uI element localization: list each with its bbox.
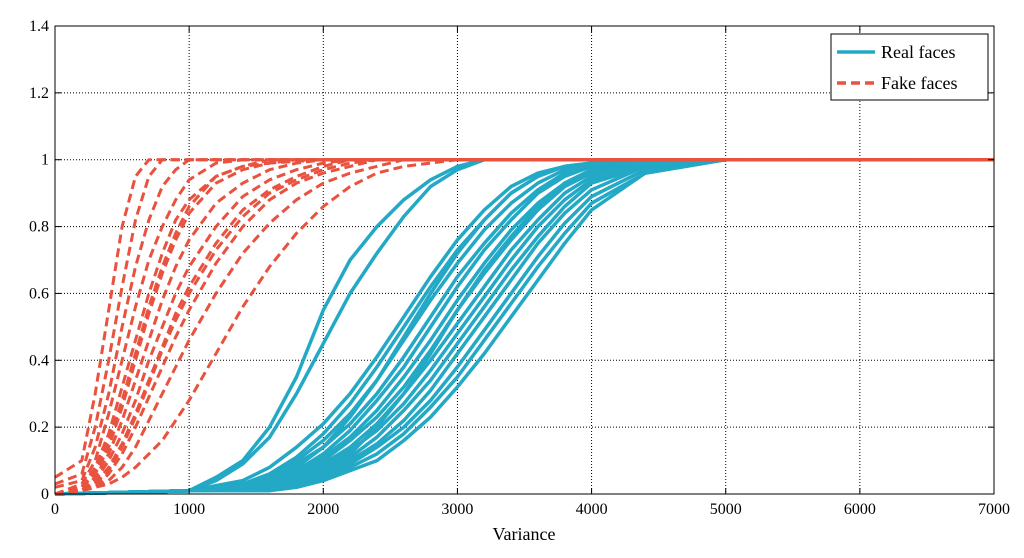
real-faces-series-line-17 bbox=[54, 157, 994, 496]
fake-faces-series-line-9 bbox=[54, 158, 994, 496]
fake-faces-series-line-6 bbox=[54, 158, 994, 496]
x-tick-label: 4000 bbox=[576, 501, 608, 518]
legend-box bbox=[830, 33, 989, 101]
y-tick-label: 0.4 bbox=[29, 352, 49, 369]
fake-faces-series-line-2 bbox=[54, 158, 994, 486]
x-tick-label: 2000 bbox=[307, 501, 339, 518]
real-faces-series-group bbox=[54, 157, 994, 496]
fake-faces-series-line-13 bbox=[54, 158, 994, 496]
fake-faces-series-line-8 bbox=[54, 158, 994, 496]
y-tick-label: 1.4 bbox=[29, 18, 49, 35]
fake-faces-series-line-5 bbox=[54, 158, 994, 496]
x-tick-label: 1000 bbox=[173, 501, 205, 518]
fake-faces-series-group bbox=[54, 158, 994, 496]
real-faces-series-line-16 bbox=[54, 157, 994, 496]
x-tick-label: 0 bbox=[51, 501, 59, 518]
fake-faces-series-line-3 bbox=[54, 158, 994, 489]
fake-faces-series-line-7 bbox=[54, 158, 994, 496]
x-axis-title: Variance bbox=[493, 524, 556, 544]
real-faces-series-line-18 bbox=[54, 157, 994, 496]
real-faces-series-line-11 bbox=[54, 157, 994, 496]
y-tick-label: 1.2 bbox=[29, 85, 49, 102]
y-tick-label: 0 bbox=[41, 486, 49, 503]
fake-faces-series-line-10 bbox=[54, 158, 994, 496]
legend: Real faces Fake faces bbox=[830, 33, 989, 101]
fake-faces-series-line-14 bbox=[54, 158, 994, 496]
x-axis-ticks: 0 1000 2000 3000 4000 5000 6000 7000 bbox=[51, 26, 1010, 518]
x-tick-label: 3000 bbox=[441, 501, 473, 518]
x-tick-label: 7000 bbox=[978, 501, 1010, 518]
y-axis-ticks: 0 0.2 0.4 0.6 0.8 1 1.2 1.4 bbox=[29, 18, 994, 503]
legend-fake-faces-label: Fake faces bbox=[881, 73, 957, 93]
fake-faces-series-line-4 bbox=[54, 158, 994, 496]
legend-real-faces-label: Real faces bbox=[881, 42, 955, 62]
x-tick-label: 6000 bbox=[844, 501, 876, 518]
y-tick-label: 0.2 bbox=[29, 419, 49, 436]
fake-faces-series-line-12 bbox=[54, 158, 994, 496]
y-tick-label: 0.6 bbox=[29, 285, 49, 302]
plot-frame bbox=[54, 25, 995, 495]
y-tick-label: 1 bbox=[41, 152, 49, 169]
x-tick-label: 5000 bbox=[710, 501, 742, 518]
y-tick-label: 0.8 bbox=[29, 219, 49, 236]
fake-faces-series-line-11 bbox=[54, 158, 994, 496]
